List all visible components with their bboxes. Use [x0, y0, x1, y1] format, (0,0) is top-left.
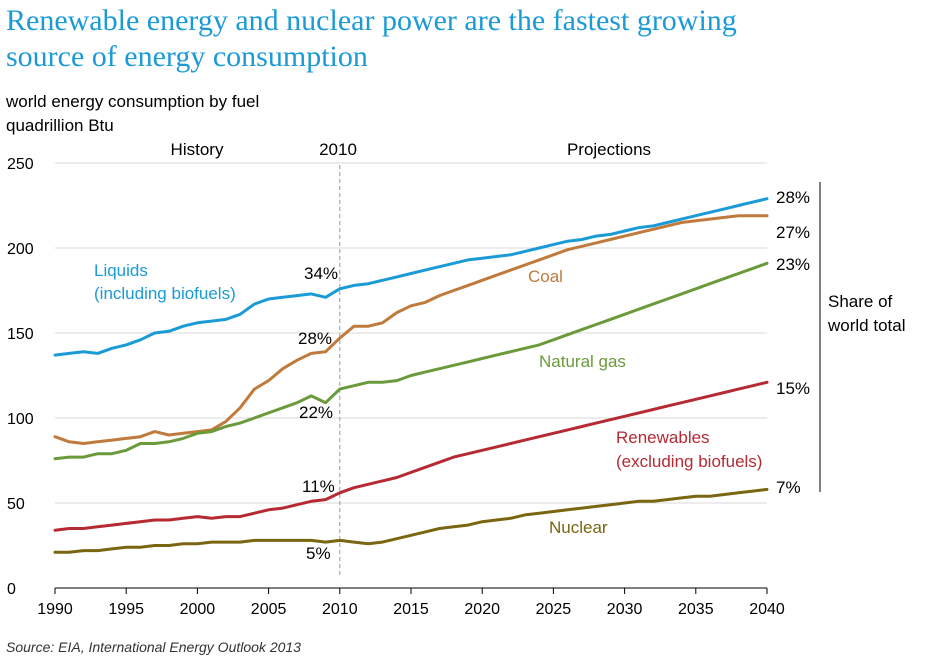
liquids-share-2040: 28% — [776, 188, 810, 207]
x-tick-label-2020: 2020 — [464, 601, 500, 618]
y-tick-label-200: 200 — [7, 241, 34, 258]
x-tick-label-1995: 1995 — [108, 601, 144, 618]
y-axis-unit: quadrillion Btu — [6, 116, 114, 135]
liquids-share-2010: 34% — [304, 264, 338, 283]
nuclear-share-2010: 5% — [306, 544, 331, 563]
y-tick-label-0: 0 — [7, 581, 16, 598]
axes: 0 50 100 150 200 250 1990 1995 2000 2005 2010 2015 2… — [7, 156, 785, 618]
x-tick-label-2000: 2000 — [180, 601, 216, 618]
nuclear-series-line — [53, 487, 769, 554]
x-tick-label-2030: 2030 — [607, 601, 643, 618]
renewables-share-2010: 11% — [302, 477, 335, 496]
x-tick-label-2035: 2035 — [678, 601, 714, 618]
coal-series-line — [53, 214, 769, 445]
renewables-share-2040: 15% — [776, 379, 810, 398]
chart-subtitle: world energy consumption by fuel — [5, 92, 259, 111]
share-label-line-2: world total — [827, 316, 905, 335]
x-tick-label-1990: 1990 — [37, 601, 73, 618]
coal-label: Coal — [528, 267, 563, 286]
x-tick-label-2015: 2015 — [393, 601, 429, 618]
renewables-label-line-2: (excluding biofuels) — [616, 452, 762, 471]
coal-share-2040: 27% — [776, 223, 810, 242]
share-label-line-1: Share of — [828, 292, 893, 311]
y-tick-label-100: 100 — [7, 411, 34, 428]
liquids-series-line — [53, 197, 769, 357]
history-label: History — [171, 140, 224, 159]
gas-share-2010: 22% — [299, 403, 333, 422]
source-note: Source: EIA, International Energy Outloo… — [6, 639, 301, 655]
series-labels: Liquids (including biofuels) Coal Natura… — [94, 261, 762, 537]
nuclear-share-2040: 7% — [776, 478, 801, 497]
coal-share-2010: 28% — [298, 329, 332, 348]
x-tick-label-2010: 2010 — [322, 601, 358, 618]
liquids-label-line-1: Liquids — [94, 261, 148, 280]
series-group — [53, 197, 769, 554]
projections-label: Projections — [567, 140, 651, 159]
x-tick-label-2040: 2040 — [749, 601, 785, 618]
renewables-label-line-1: Renewables — [616, 428, 710, 447]
renewables-series-line — [53, 380, 769, 532]
gas-label: Natural gas — [539, 352, 626, 371]
y-tick-label-250: 250 — [7, 156, 34, 173]
gas-share-2040: 23% — [776, 255, 810, 274]
x-tick-label-2005: 2005 — [251, 601, 287, 618]
nuclear-label: Nuclear — [549, 518, 608, 537]
divider-year-label: 2010 — [319, 140, 357, 159]
x-tick-label-2025: 2025 — [536, 601, 572, 618]
chart-title-line-2: source of energy consumption — [6, 40, 368, 73]
chart-title-line-1: Renewable energy and nuclear power are t… — [6, 4, 737, 37]
gas-series-line — [53, 261, 769, 461]
liquids-label-line-2: (including biofuels) — [94, 284, 236, 303]
y-tick-label-50: 50 — [7, 496, 25, 513]
y-tick-label-150: 150 — [7, 326, 34, 343]
